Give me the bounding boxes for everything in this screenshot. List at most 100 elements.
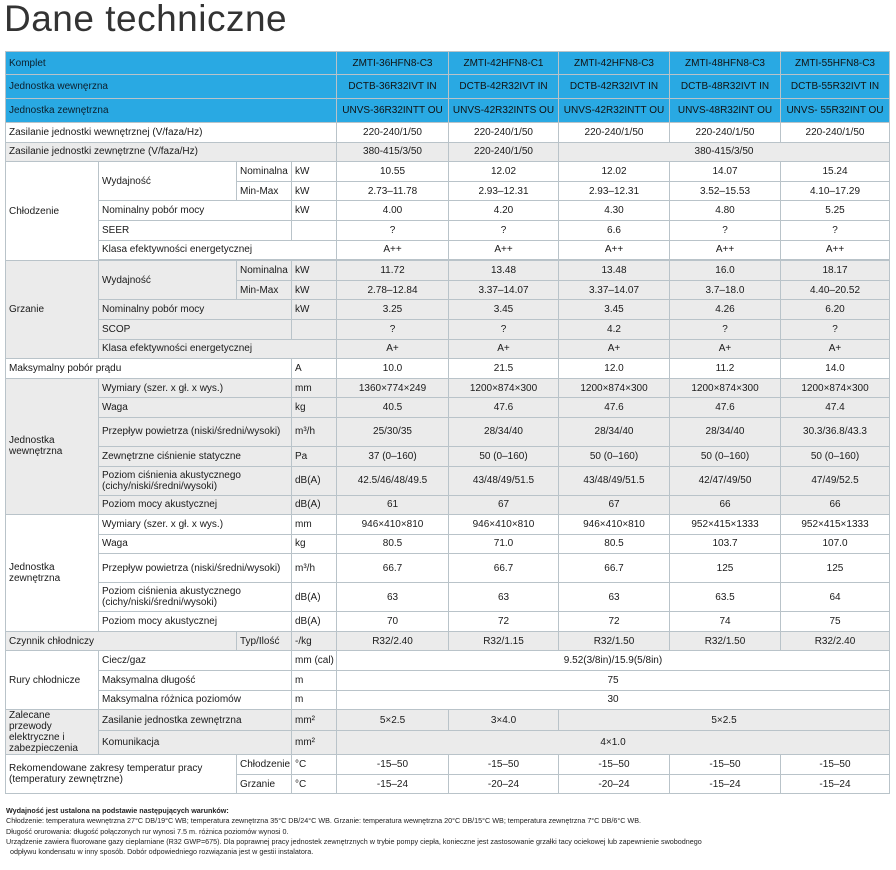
outdoor-model-cell: UNVS-42R32INTT OU bbox=[558, 98, 670, 123]
value-cell: A++ bbox=[780, 239, 890, 261]
value-cell: 3.25 bbox=[336, 299, 449, 320]
outdoor-model-cell: UNVS-48R32INT OU bbox=[669, 98, 781, 123]
value-cell: 71.0 bbox=[448, 533, 559, 555]
row-outdoor-weight: Waga kg 80.5 71.0 80.5 103.7 107.0 bbox=[6, 533, 890, 555]
row-wiring-comm: Komunikacja mm² 4×1.0 bbox=[6, 730, 890, 756]
value-cell: 5.25 bbox=[780, 200, 890, 221]
outdoor-model-cell: UNVS-36R32INTT OU bbox=[336, 98, 449, 123]
value-cell: 3.45 bbox=[558, 299, 670, 320]
value-cell: -15–24 bbox=[336, 773, 449, 795]
value-cell: ? bbox=[780, 219, 890, 241]
value-cell: 2.73–11.78 bbox=[336, 180, 449, 202]
value-cell: ? bbox=[780, 318, 890, 340]
row-label: Zasilanie jednostka zewnętrzna bbox=[98, 709, 292, 732]
value-cell: 5×2.5 bbox=[336, 709, 449, 732]
value-cell: 18.17 bbox=[780, 260, 890, 281]
group-label: Jednostka zewnętrzna bbox=[5, 514, 99, 632]
value-cell: 6.20 bbox=[780, 299, 890, 320]
unit-cell: Pa bbox=[291, 445, 337, 467]
sub-label: Nominalna bbox=[236, 260, 292, 281]
value-cell: 220-240/1/50 bbox=[448, 122, 559, 143]
value-cell: 47/49/52.5 bbox=[780, 465, 890, 496]
value-cell: 13.48 bbox=[558, 260, 670, 281]
value-cell: 28/34/40 bbox=[669, 416, 781, 447]
value-cell: 3.37–14.07 bbox=[448, 279, 559, 301]
row-label: Poziom ciśnienia akustycznego (cichy/nis… bbox=[98, 465, 292, 496]
unit-cell: A bbox=[291, 358, 337, 379]
value-cell: A++ bbox=[669, 239, 781, 261]
row-label: Waga bbox=[98, 533, 292, 555]
row-outdoor-airflow: Przepływ powietrza (niski/średni/wysoki)… bbox=[6, 553, 890, 584]
value-cell: 30 bbox=[336, 689, 890, 711]
value-cell: A++ bbox=[448, 239, 559, 261]
outdoor-model-cell: UNVS- 55R32INT OU bbox=[780, 98, 890, 123]
value-cell: 3.52–15.53 bbox=[669, 180, 781, 202]
group-label: Zalecane przewody elektryczne i zabezpie… bbox=[5, 709, 99, 756]
unit-cell: mm bbox=[291, 514, 337, 535]
value-cell: 3.45 bbox=[448, 299, 559, 320]
sub-label: Chłodzenie bbox=[236, 754, 292, 775]
value-cell: A++ bbox=[558, 239, 670, 261]
model-cell: ZMTI-42HFN8-C3 bbox=[558, 51, 670, 75]
row-label: Wymiary (szer. x gł. x wys.) bbox=[98, 514, 292, 535]
unit-cell: mm bbox=[291, 377, 337, 399]
row-temp-heating: Grzanie °C -15–24 -20–24 -20–24 -15–24 -… bbox=[6, 773, 890, 795]
unit-cell: dB(A) bbox=[291, 582, 337, 613]
row-label: Maksymalny pobór prądu bbox=[5, 358, 292, 379]
value-cell: 125 bbox=[780, 553, 890, 584]
row-label: Ciecz/gaz bbox=[98, 650, 292, 672]
row-heating-power: Nominalny pobór mocy kW 3.25 3.45 3.45 4… bbox=[6, 299, 890, 320]
row-label: Nominalny pobór mocy bbox=[98, 299, 292, 320]
unit-cell: kg bbox=[291, 397, 337, 418]
value-cell: 50 (0–160) bbox=[448, 445, 559, 467]
row-refrigerant: Czynnik chłodniczy Typ/Ilość -/kg R32/2.… bbox=[5, 630, 890, 652]
row-cooling-class: Klasa efektywności energetycznej A++ A++… bbox=[6, 239, 890, 261]
row-label: Wydajność bbox=[98, 161, 237, 202]
value-cell: 5×2.5 bbox=[558, 709, 890, 732]
value-cell: ? bbox=[669, 219, 781, 241]
value-cell: 66.7 bbox=[448, 553, 559, 584]
unit-cell bbox=[291, 318, 337, 340]
value-cell: 63 bbox=[448, 582, 559, 613]
row-indoor-dims: Jednostka wewnętrzna Wymiary (szer. x gł… bbox=[5, 377, 890, 516]
value-cell: 946×410×810 bbox=[448, 514, 559, 535]
value-cell: 13.48 bbox=[448, 260, 559, 281]
unit-cell: °C bbox=[291, 773, 337, 795]
value-cell: 25/30/35 bbox=[336, 416, 449, 447]
value-cell: 15.24 bbox=[780, 161, 890, 182]
value-cell: R32/1.15 bbox=[448, 630, 559, 652]
unit-cell: kg bbox=[291, 533, 337, 555]
value-cell: A+ bbox=[780, 338, 890, 360]
value-cell: 40.5 bbox=[336, 397, 449, 418]
row-pipes-maxh: Maksymalna różnica poziomów m 30 bbox=[6, 689, 890, 711]
row-label: Klasa efektywności energetycznej bbox=[98, 239, 337, 261]
value-cell: 1200×874×300 bbox=[780, 377, 890, 399]
value-cell: 220-240/1/50 bbox=[448, 141, 559, 163]
value-cell: 12.0 bbox=[558, 358, 670, 379]
row-outdoor-spl: Poziom ciśnienia akustycznego (cichy/nis… bbox=[6, 582, 890, 613]
unit-cell: °C bbox=[291, 754, 337, 775]
value-cell: 42.5/46/48/49.5 bbox=[336, 465, 449, 496]
model-cell: ZMTI-55HFN8-C3 bbox=[780, 51, 890, 75]
row-label: Komplet bbox=[5, 51, 337, 75]
row-heating-nominal: Grzanie Wydajność Nominalna kW 11.72 13.… bbox=[5, 260, 890, 360]
value-cell: R32/1.50 bbox=[558, 630, 670, 652]
value-cell: -20–24 bbox=[448, 773, 559, 795]
value-cell: 30.3/36.8/43.3 bbox=[780, 416, 890, 447]
footnote-line: Chłodzenie: temperatura wewnętrzna 27°C … bbox=[6, 816, 641, 826]
value-cell: 10.55 bbox=[336, 161, 449, 182]
unit-cell: m³/h bbox=[291, 553, 337, 584]
header-row-outdoor: Jednostka zewnętrzna UNVS-36R32INTT OU U… bbox=[5, 98, 890, 123]
value-cell: 16.0 bbox=[669, 260, 781, 281]
value-cell: 43/48/49/51.5 bbox=[448, 465, 559, 496]
row-pipes-maxlen: Maksymalna długość m 75 bbox=[6, 670, 890, 691]
value-cell: 952×415×1333 bbox=[669, 514, 781, 535]
row-label: Maksymalna długość bbox=[98, 670, 292, 691]
value-cell: 66 bbox=[780, 494, 890, 516]
row-spacer bbox=[6, 259, 890, 261]
value-cell: 125 bbox=[669, 553, 781, 584]
value-cell: 70 bbox=[336, 611, 449, 632]
value-cell: 72 bbox=[448, 611, 559, 632]
row-label: Zasilanie jednostki wewnętrznej (V/faza/… bbox=[5, 122, 337, 143]
value-cell: 107.0 bbox=[780, 533, 890, 555]
